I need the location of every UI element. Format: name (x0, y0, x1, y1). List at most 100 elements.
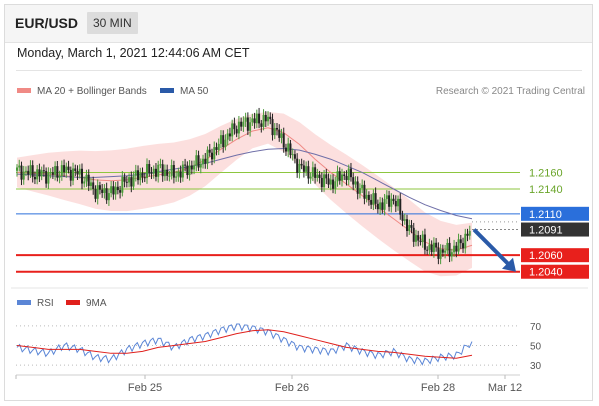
candle-body (432, 242, 435, 253)
candle-body (231, 123, 234, 137)
candle-body (45, 171, 48, 184)
candle-body (125, 181, 128, 183)
candle-body (175, 176, 178, 178)
candle-body (130, 177, 133, 187)
candle-body (307, 166, 310, 179)
candle-body (18, 165, 21, 168)
candle-body (237, 121, 240, 134)
candle-body (20, 165, 23, 180)
candle-body (282, 133, 285, 148)
candle-body (249, 122, 252, 131)
candle-body (107, 193, 110, 201)
candle-body (397, 198, 400, 207)
candle-body (233, 123, 236, 130)
candle-body (67, 166, 70, 170)
candle-body (146, 164, 148, 179)
candle-body (242, 121, 245, 127)
candle-body (327, 178, 330, 185)
candle-body (137, 170, 140, 181)
candle-body (27, 170, 30, 175)
level-label-pivot: 1.2110 (529, 209, 562, 221)
candle-body (325, 174, 328, 179)
candle-body (276, 127, 278, 130)
candle-body (60, 165, 63, 176)
candle-body (345, 176, 348, 181)
candle-body (289, 143, 292, 155)
candle-body (105, 188, 108, 201)
level-label-resistance: 1.2140 (529, 184, 563, 196)
forecast-arrow-head (502, 257, 516, 272)
candle-body (318, 174, 321, 178)
candle-body (388, 195, 391, 207)
candle-body (361, 184, 364, 189)
candle-body (267, 116, 270, 122)
legend-bollinger: MA 20 + Bollinger Bands (37, 86, 147, 97)
candle-body (58, 175, 61, 178)
candle-body (244, 117, 247, 122)
candle-body (208, 149, 211, 153)
candle-body (63, 165, 66, 173)
candle-body (134, 170, 137, 176)
candle-body (287, 143, 290, 152)
level-label-last: 1.2091 (529, 225, 563, 237)
candle-body (354, 181, 357, 185)
candle-body (74, 168, 77, 171)
candle-body (81, 168, 83, 184)
candle-body (193, 165, 196, 170)
candle-body (101, 189, 104, 193)
candle-body (24, 170, 27, 172)
candle-body (439, 249, 442, 259)
last-price-badge (521, 222, 589, 237)
candle-body (430, 244, 433, 253)
candle-body (211, 152, 213, 160)
candle-body (446, 242, 449, 251)
candle-body (273, 127, 276, 136)
candle-body (54, 166, 57, 175)
rsi-tick-label: 50 (530, 341, 542, 352)
candle-body (42, 170, 45, 172)
candle-body (459, 239, 462, 244)
x-tick-label: Feb 28 (421, 382, 455, 394)
candle-body (336, 171, 339, 182)
rsi-tick-label: 30 (530, 361, 542, 372)
candle-body (464, 233, 467, 249)
credit-text: Research © 2021 Trading Central (436, 86, 585, 97)
candle-body (224, 139, 227, 147)
candle-body (367, 194, 370, 200)
timeframe-button[interactable]: 30 MIN (87, 12, 138, 34)
candle-body (381, 202, 384, 210)
candle-body (103, 188, 106, 193)
header-divider (16, 70, 582, 71)
candle-body (197, 155, 200, 168)
candle-body (213, 147, 216, 160)
candle-body (121, 176, 124, 193)
candle-body (264, 114, 267, 122)
candle-body (141, 172, 144, 178)
candle-body (278, 129, 281, 138)
candle-body (403, 219, 406, 221)
candle-body (226, 133, 229, 140)
x-tick-label: Feb 26 (275, 382, 309, 394)
candle-body (31, 165, 34, 177)
x-tick-label: Feb 25 (128, 382, 162, 394)
candle-body (408, 225, 411, 231)
candle-body (323, 174, 326, 188)
candle-body (347, 168, 350, 181)
candle-body (390, 198, 393, 207)
candle-body (119, 190, 122, 193)
candle-body (417, 235, 420, 241)
candle-body (157, 164, 160, 177)
candle-body (406, 219, 408, 231)
legend-swatch-bollinger (17, 88, 31, 93)
chart-header: EUR/USD 30 MIN (5, 5, 592, 43)
candle-body (271, 119, 274, 136)
candle-body (150, 172, 153, 174)
candle-body (251, 118, 254, 123)
candle-body (204, 158, 207, 164)
candle-body (376, 203, 379, 210)
candle-body (139, 172, 142, 181)
candle-body (85, 174, 88, 182)
candle-body (419, 240, 422, 243)
candle-body (94, 189, 97, 199)
